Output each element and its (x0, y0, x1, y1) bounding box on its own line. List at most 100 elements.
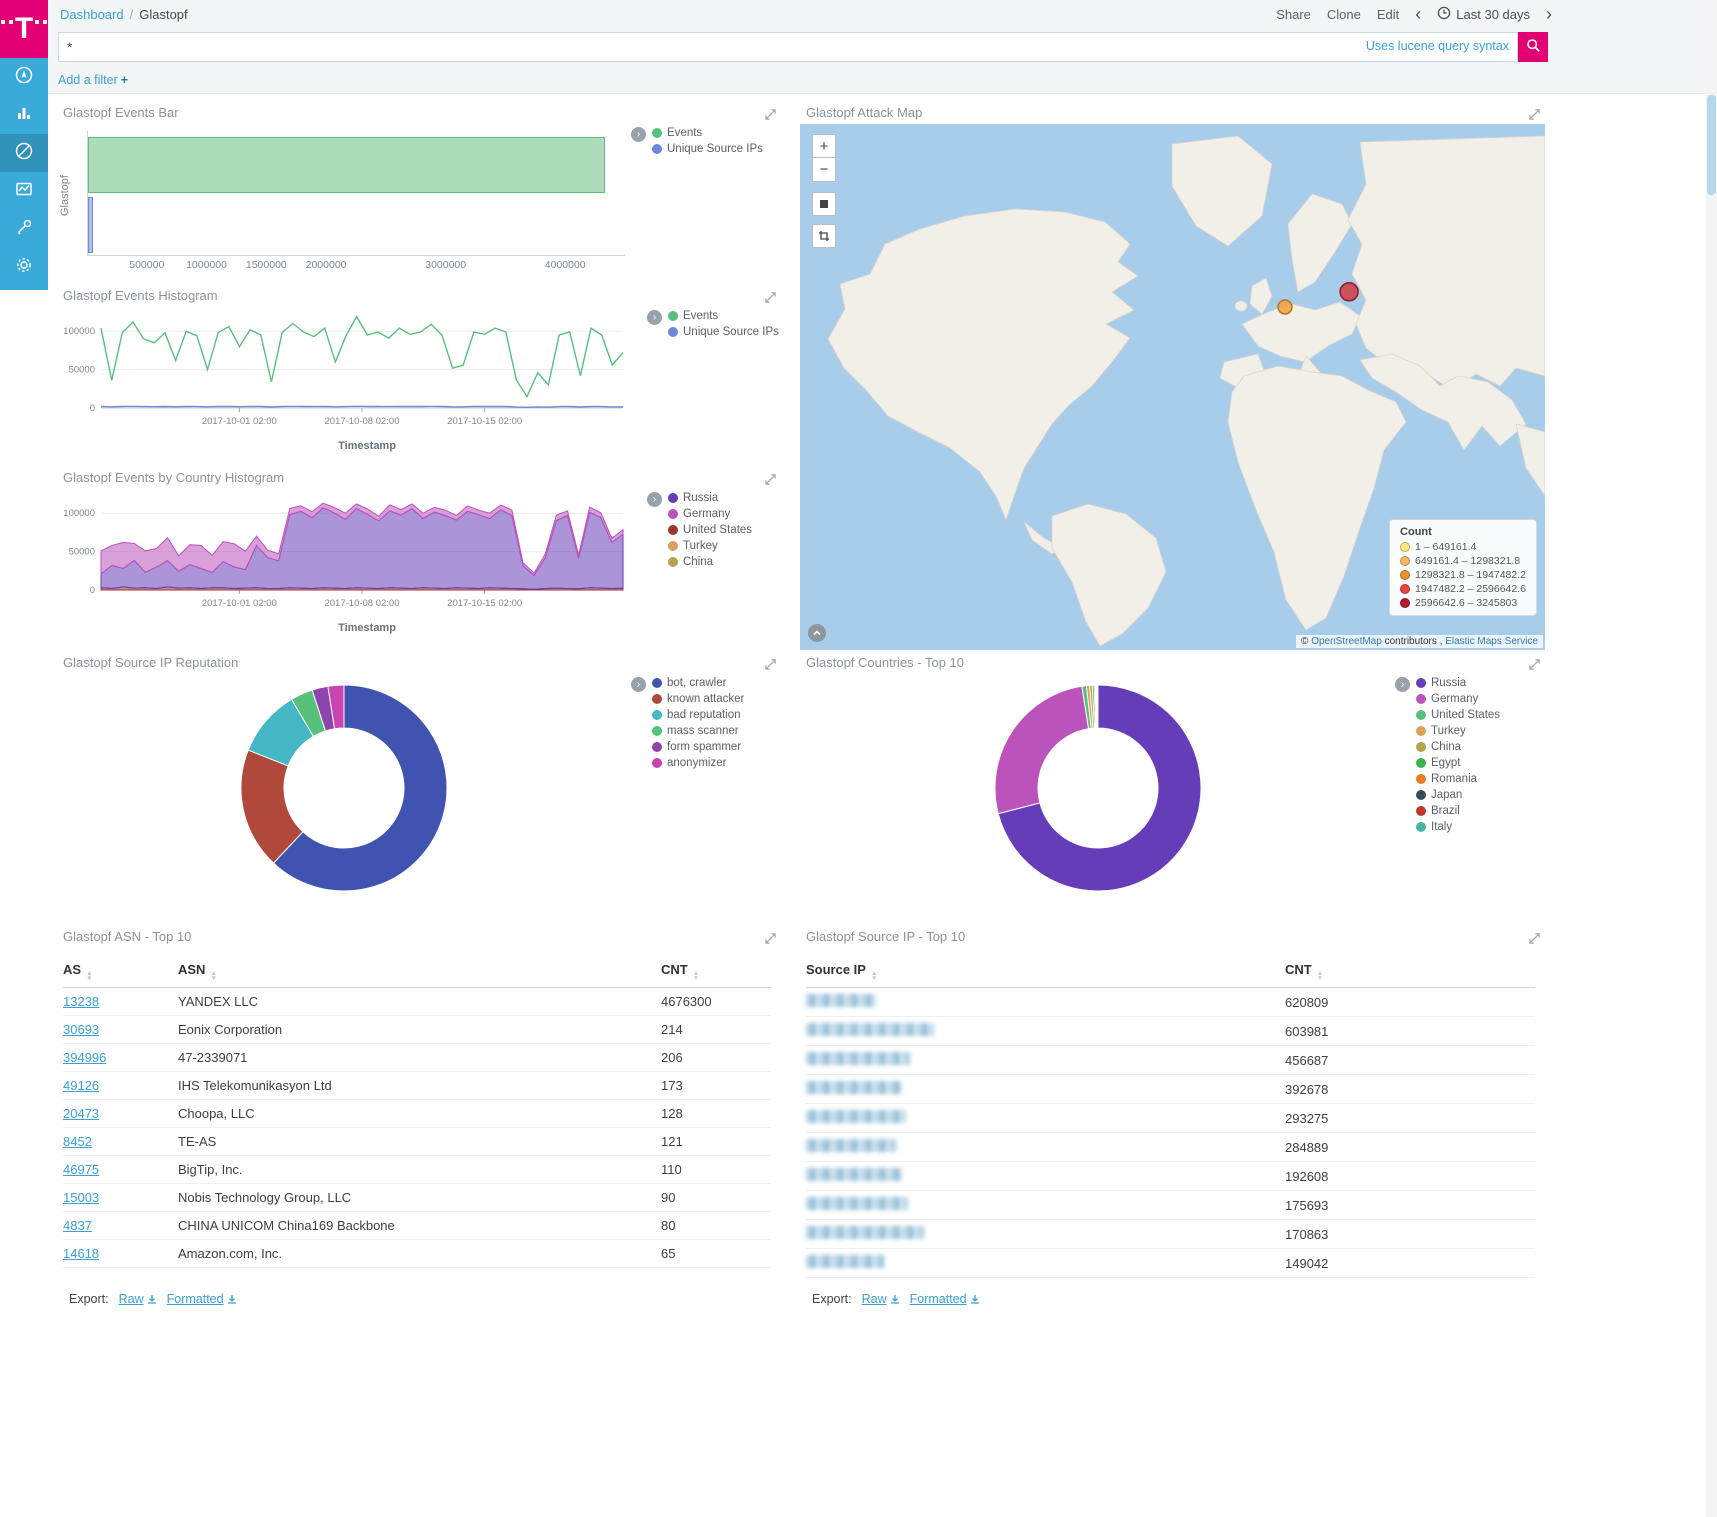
sidebar-item-dashboard[interactable] (0, 134, 48, 172)
fit-bounds-button[interactable] (812, 192, 836, 216)
legend-item[interactable]: known attacker (652, 693, 744, 705)
lucene-syntax-link[interactable]: Uses lucene query syntax (1365, 39, 1509, 53)
column-header[interactable]: ASN ▲ ▼ (178, 962, 217, 982)
map-collapse-button[interactable] (808, 624, 826, 642)
legend-item[interactable]: Events (652, 127, 763, 139)
sidebar-item-dev-tools[interactable] (0, 210, 48, 248)
as-number-link[interactable]: 4837 (63, 1218, 92, 1233)
legend-item[interactable]: China (1416, 741, 1500, 753)
time-picker-button[interactable]: Last 30 days (1437, 6, 1530, 23)
donut-slice[interactable] (1096, 684, 1098, 729)
bar-unique-source-ips[interactable] (88, 197, 94, 253)
sidebar-item-visualize[interactable] (0, 96, 48, 134)
sort-icon[interactable]: ▲ ▼ (86, 970, 93, 982)
legend-toggle-button[interactable]: › (647, 310, 662, 325)
as-number-link[interactable]: 8452 (63, 1134, 92, 1149)
sort-icon[interactable]: ▲ ▼ (692, 970, 700, 982)
expand-panel-icon[interactable] (765, 657, 776, 670)
expand-panel-icon[interactable] (765, 107, 776, 120)
legend-item[interactable]: China (668, 556, 752, 568)
legend-item[interactable]: United States (1416, 709, 1500, 721)
expand-panel-icon[interactable] (1529, 107, 1540, 120)
zoom-out-button[interactable]: − (812, 158, 836, 182)
sort-icon[interactable]: ▲ ▼ (1316, 970, 1324, 982)
legend-toggle-button[interactable]: › (1395, 677, 1410, 692)
attack-marker[interactable] (1277, 299, 1293, 315)
as-number-link[interactable]: 49126 (63, 1078, 100, 1093)
legend-toggle-button[interactable]: › (631, 677, 646, 692)
column-header[interactable]: Source IP ▲ ▼ (806, 962, 878, 982)
legend-item[interactable]: Russia (668, 492, 752, 504)
search-input[interactable] (59, 33, 1517, 61)
world-map[interactable]: + − Count 1 – 649161.4 649161.4 – 1298321… (800, 124, 1545, 650)
breadcrumb-dashboard-link[interactable]: Dashboard (60, 6, 124, 22)
legend-item[interactable]: Romania (1416, 773, 1500, 785)
column-header[interactable]: CNT ▲ ▼ (1285, 962, 1324, 982)
export-raw-link[interactable]: Raw (119, 1292, 157, 1306)
legend-item[interactable]: Germany (1416, 693, 1500, 705)
as-number-link[interactable]: 394996 (63, 1050, 107, 1065)
as-number-link[interactable]: 46975 (63, 1162, 100, 1177)
legend-item[interactable]: Turkey (1416, 725, 1500, 737)
legend-item[interactable]: Brazil (1416, 805, 1500, 817)
share-button[interactable]: Share (1276, 6, 1311, 22)
legend-item[interactable]: Events (668, 310, 779, 322)
page-scrollbar[interactable] (1706, 0, 1717, 1517)
as-number-link[interactable]: 15003 (63, 1190, 100, 1205)
legend-item[interactable]: Japan (1416, 789, 1500, 801)
donut-slice[interactable] (272, 684, 448, 892)
add-filter-link[interactable]: Add a filter + (58, 72, 129, 87)
legend-item[interactable]: Italy (1416, 821, 1500, 833)
donut-slice[interactable] (327, 684, 345, 730)
edit-button[interactable]: Edit (1376, 6, 1400, 22)
as-number-link[interactable]: 13238 (63, 994, 100, 1009)
telekom-logo[interactable]: T (0, 0, 48, 58)
export-formatted-link[interactable]: Formatted (910, 1292, 980, 1306)
legend-item[interactable]: Unique Source IPs (652, 143, 763, 155)
time-forward-button[interactable]: › (1546, 4, 1552, 24)
legend-toggle-button[interactable]: › (631, 127, 646, 142)
donut-slice[interactable] (994, 685, 1089, 815)
sort-icon[interactable]: ▲ ▼ (870, 970, 878, 982)
sidebar-item-timelion[interactable] (0, 172, 48, 210)
legend-item[interactable]: Turkey (668, 540, 752, 552)
legend-item[interactable]: bad reputation (652, 709, 744, 721)
expand-panel-icon[interactable] (765, 290, 776, 303)
attack-marker[interactable] (1339, 282, 1359, 302)
expand-panel-icon[interactable] (1529, 657, 1540, 670)
as-number-link[interactable]: 30693 (63, 1022, 100, 1037)
legend-item[interactable]: anonymizer (652, 757, 744, 769)
legend-item[interactable]: Egypt (1416, 757, 1500, 769)
legend-item[interactable]: mass scanner (652, 725, 744, 737)
draw-rectangle-button[interactable] (812, 224, 836, 248)
legend-item[interactable]: United States (668, 524, 752, 536)
time-back-button[interactable]: ‹ (1415, 4, 1422, 24)
column-header[interactable]: CNT ▲ ▼ (661, 962, 700, 982)
expand-panel-icon[interactable] (765, 931, 776, 944)
legend-toggle-button[interactable]: › (647, 492, 662, 507)
sidebar-item-management[interactable] (0, 248, 48, 286)
legend-item[interactable]: Russia (1416, 677, 1500, 689)
as-number-link[interactable]: 20473 (63, 1106, 100, 1121)
clone-button[interactable]: Clone (1326, 6, 1361, 22)
export-raw-link[interactable]: Raw (862, 1292, 900, 1306)
export-formatted-link[interactable]: Formatted (167, 1292, 237, 1306)
sidebar-item-discover[interactable] (0, 58, 48, 96)
legend-item[interactable]: form spammer (652, 741, 744, 753)
expand-panel-icon[interactable] (765, 472, 776, 485)
donut-slice[interactable] (997, 684, 1201, 892)
sort-icon[interactable]: ▲ ▼ (210, 970, 217, 982)
bar-events[interactable] (88, 137, 605, 193)
sidebar-nav (0, 58, 48, 290)
column-header[interactable]: AS ▲ ▼ (63, 962, 93, 982)
expand-panel-icon[interactable] (1529, 931, 1540, 944)
zoom-in-button[interactable]: + (812, 134, 836, 158)
elastic-maps-link[interactable]: Elastic Maps Service (1445, 636, 1538, 647)
search-button[interactable] (1518, 32, 1548, 62)
legend-item[interactable]: bot, crawler (652, 677, 744, 689)
scrollbar-thumb[interactable] (1707, 95, 1716, 195)
legend-item[interactable]: Unique Source IPs (668, 326, 779, 338)
legend-item[interactable]: Germany (668, 508, 752, 520)
as-number-link[interactable]: 14618 (63, 1246, 100, 1261)
osm-link[interactable]: OpenStreetMap (1311, 636, 1382, 647)
